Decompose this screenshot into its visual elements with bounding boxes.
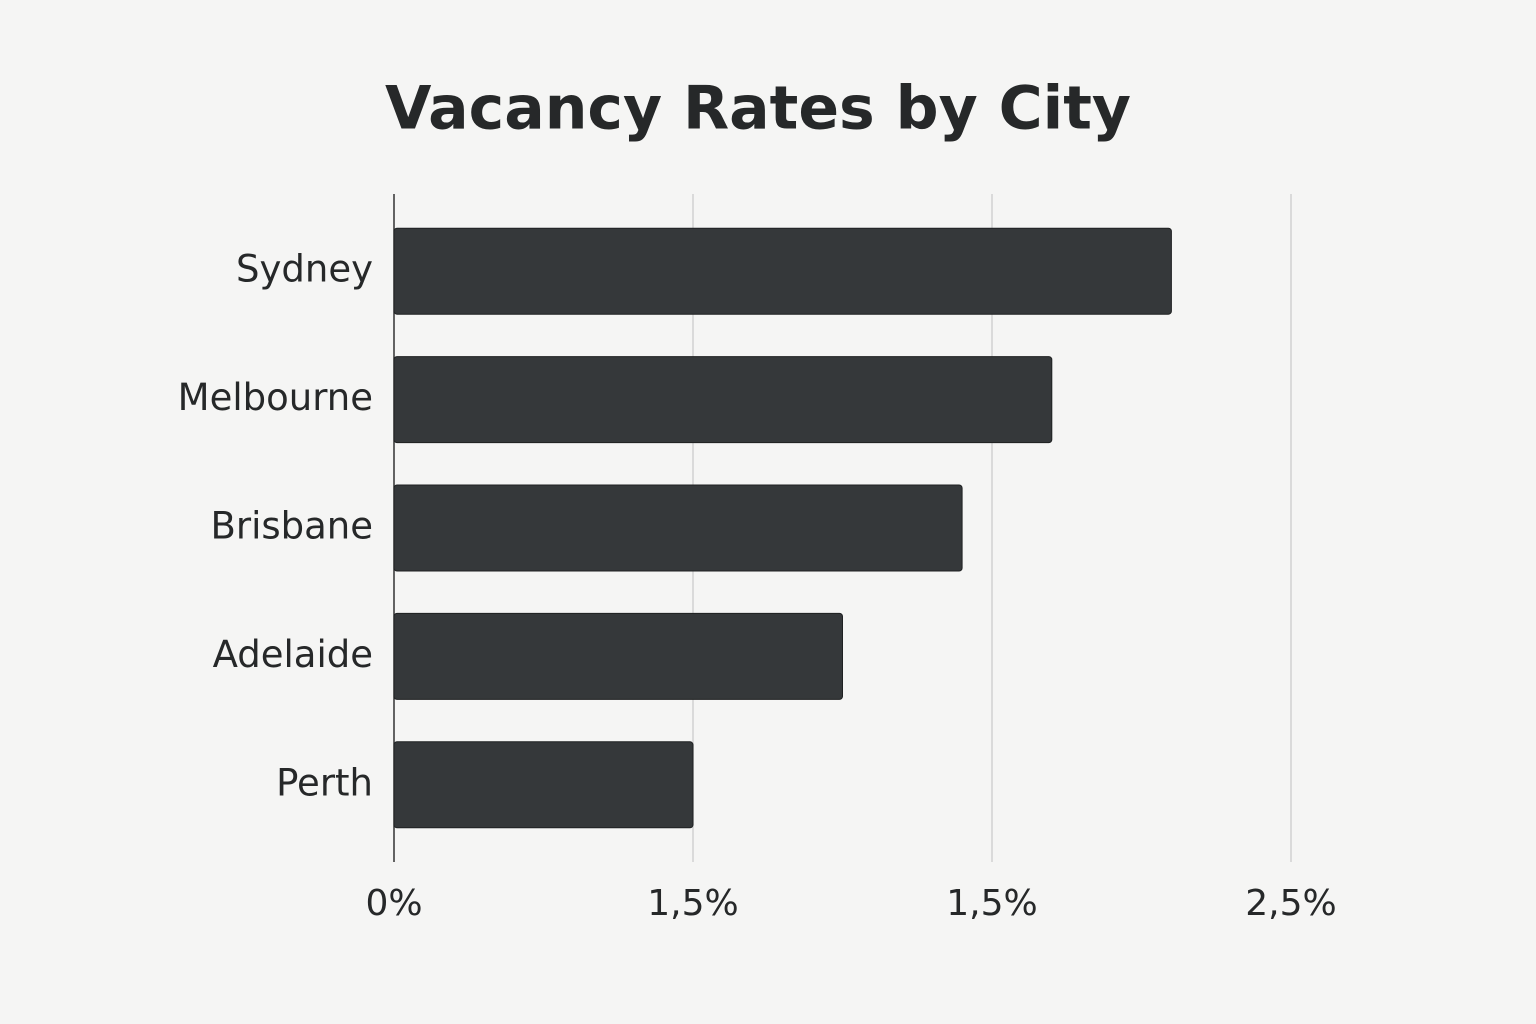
x-tick-label: 1,5% <box>946 883 1037 924</box>
y-tick-label: Adelaide <box>213 633 373 676</box>
bar <box>393 227 1172 315</box>
bar <box>393 741 694 829</box>
x-tick-label: 0% <box>365 883 422 924</box>
y-tick-label: Perth <box>276 761 373 804</box>
bar <box>393 484 963 572</box>
x-tick-label: 2,5% <box>1245 883 1336 924</box>
y-tick-label: Brisbane <box>210 505 373 548</box>
x-tick-label: 1,5% <box>647 883 738 924</box>
y-tick-label: Melbourne <box>178 376 373 419</box>
chart-title: Vacancy Rates by City <box>385 74 1131 144</box>
bar <box>393 612 843 700</box>
bar <box>393 356 1053 444</box>
y-tick-label: Sydney <box>236 248 373 291</box>
